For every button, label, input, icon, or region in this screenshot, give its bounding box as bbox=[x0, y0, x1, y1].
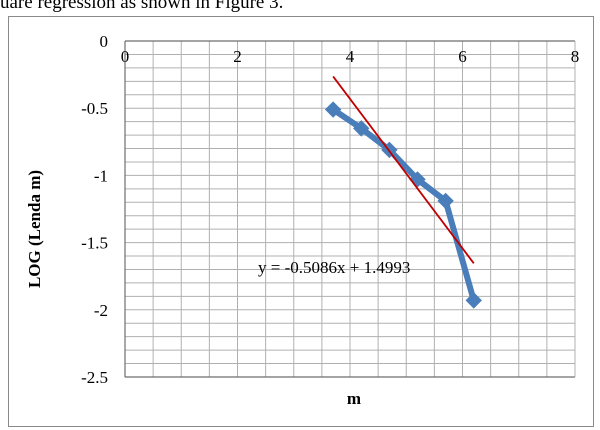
y-tick-label: -2.5 bbox=[81, 368, 108, 387]
x-tick-label: 4 bbox=[346, 47, 355, 66]
gridlines bbox=[124, 40, 576, 378]
data-series bbox=[324, 101, 482, 309]
data-point-marker bbox=[465, 292, 482, 309]
y-tick-label: -1.5 bbox=[81, 234, 108, 253]
axes bbox=[124, 40, 576, 378]
x-tick-label: 2 bbox=[233, 47, 242, 66]
data-point-marker bbox=[353, 120, 370, 137]
trendline bbox=[332, 75, 475, 264]
x-tick-label: 6 bbox=[458, 47, 467, 66]
document-caption: uare regression as shown in Figure 3. bbox=[0, 0, 284, 13]
y-tick-label: 0 bbox=[100, 32, 109, 51]
y-tick-labels: 0 -0.5 -1 -1.5 -2 -2.5 bbox=[81, 32, 108, 387]
x-tick-label: 8 bbox=[571, 47, 580, 66]
trendline-equation: y = -0.5086x + 1.4993 bbox=[258, 258, 410, 277]
x-axis-title: m bbox=[347, 389, 361, 408]
data-point-marker bbox=[437, 192, 454, 210]
data-point-marker bbox=[324, 101, 342, 118]
trendline-group bbox=[332, 75, 475, 264]
y-tick-label: -2 bbox=[94, 301, 108, 320]
chart-frame bbox=[8, 16, 594, 427]
x-tick-label: 0 bbox=[121, 47, 130, 66]
y-tick-label: -0.5 bbox=[81, 99, 108, 118]
y-axis-title: LOG (Lenda m) bbox=[25, 170, 44, 288]
x-tick-labels: 0 2 4 6 8 bbox=[121, 47, 580, 66]
y-tick-label: -1 bbox=[94, 166, 108, 185]
